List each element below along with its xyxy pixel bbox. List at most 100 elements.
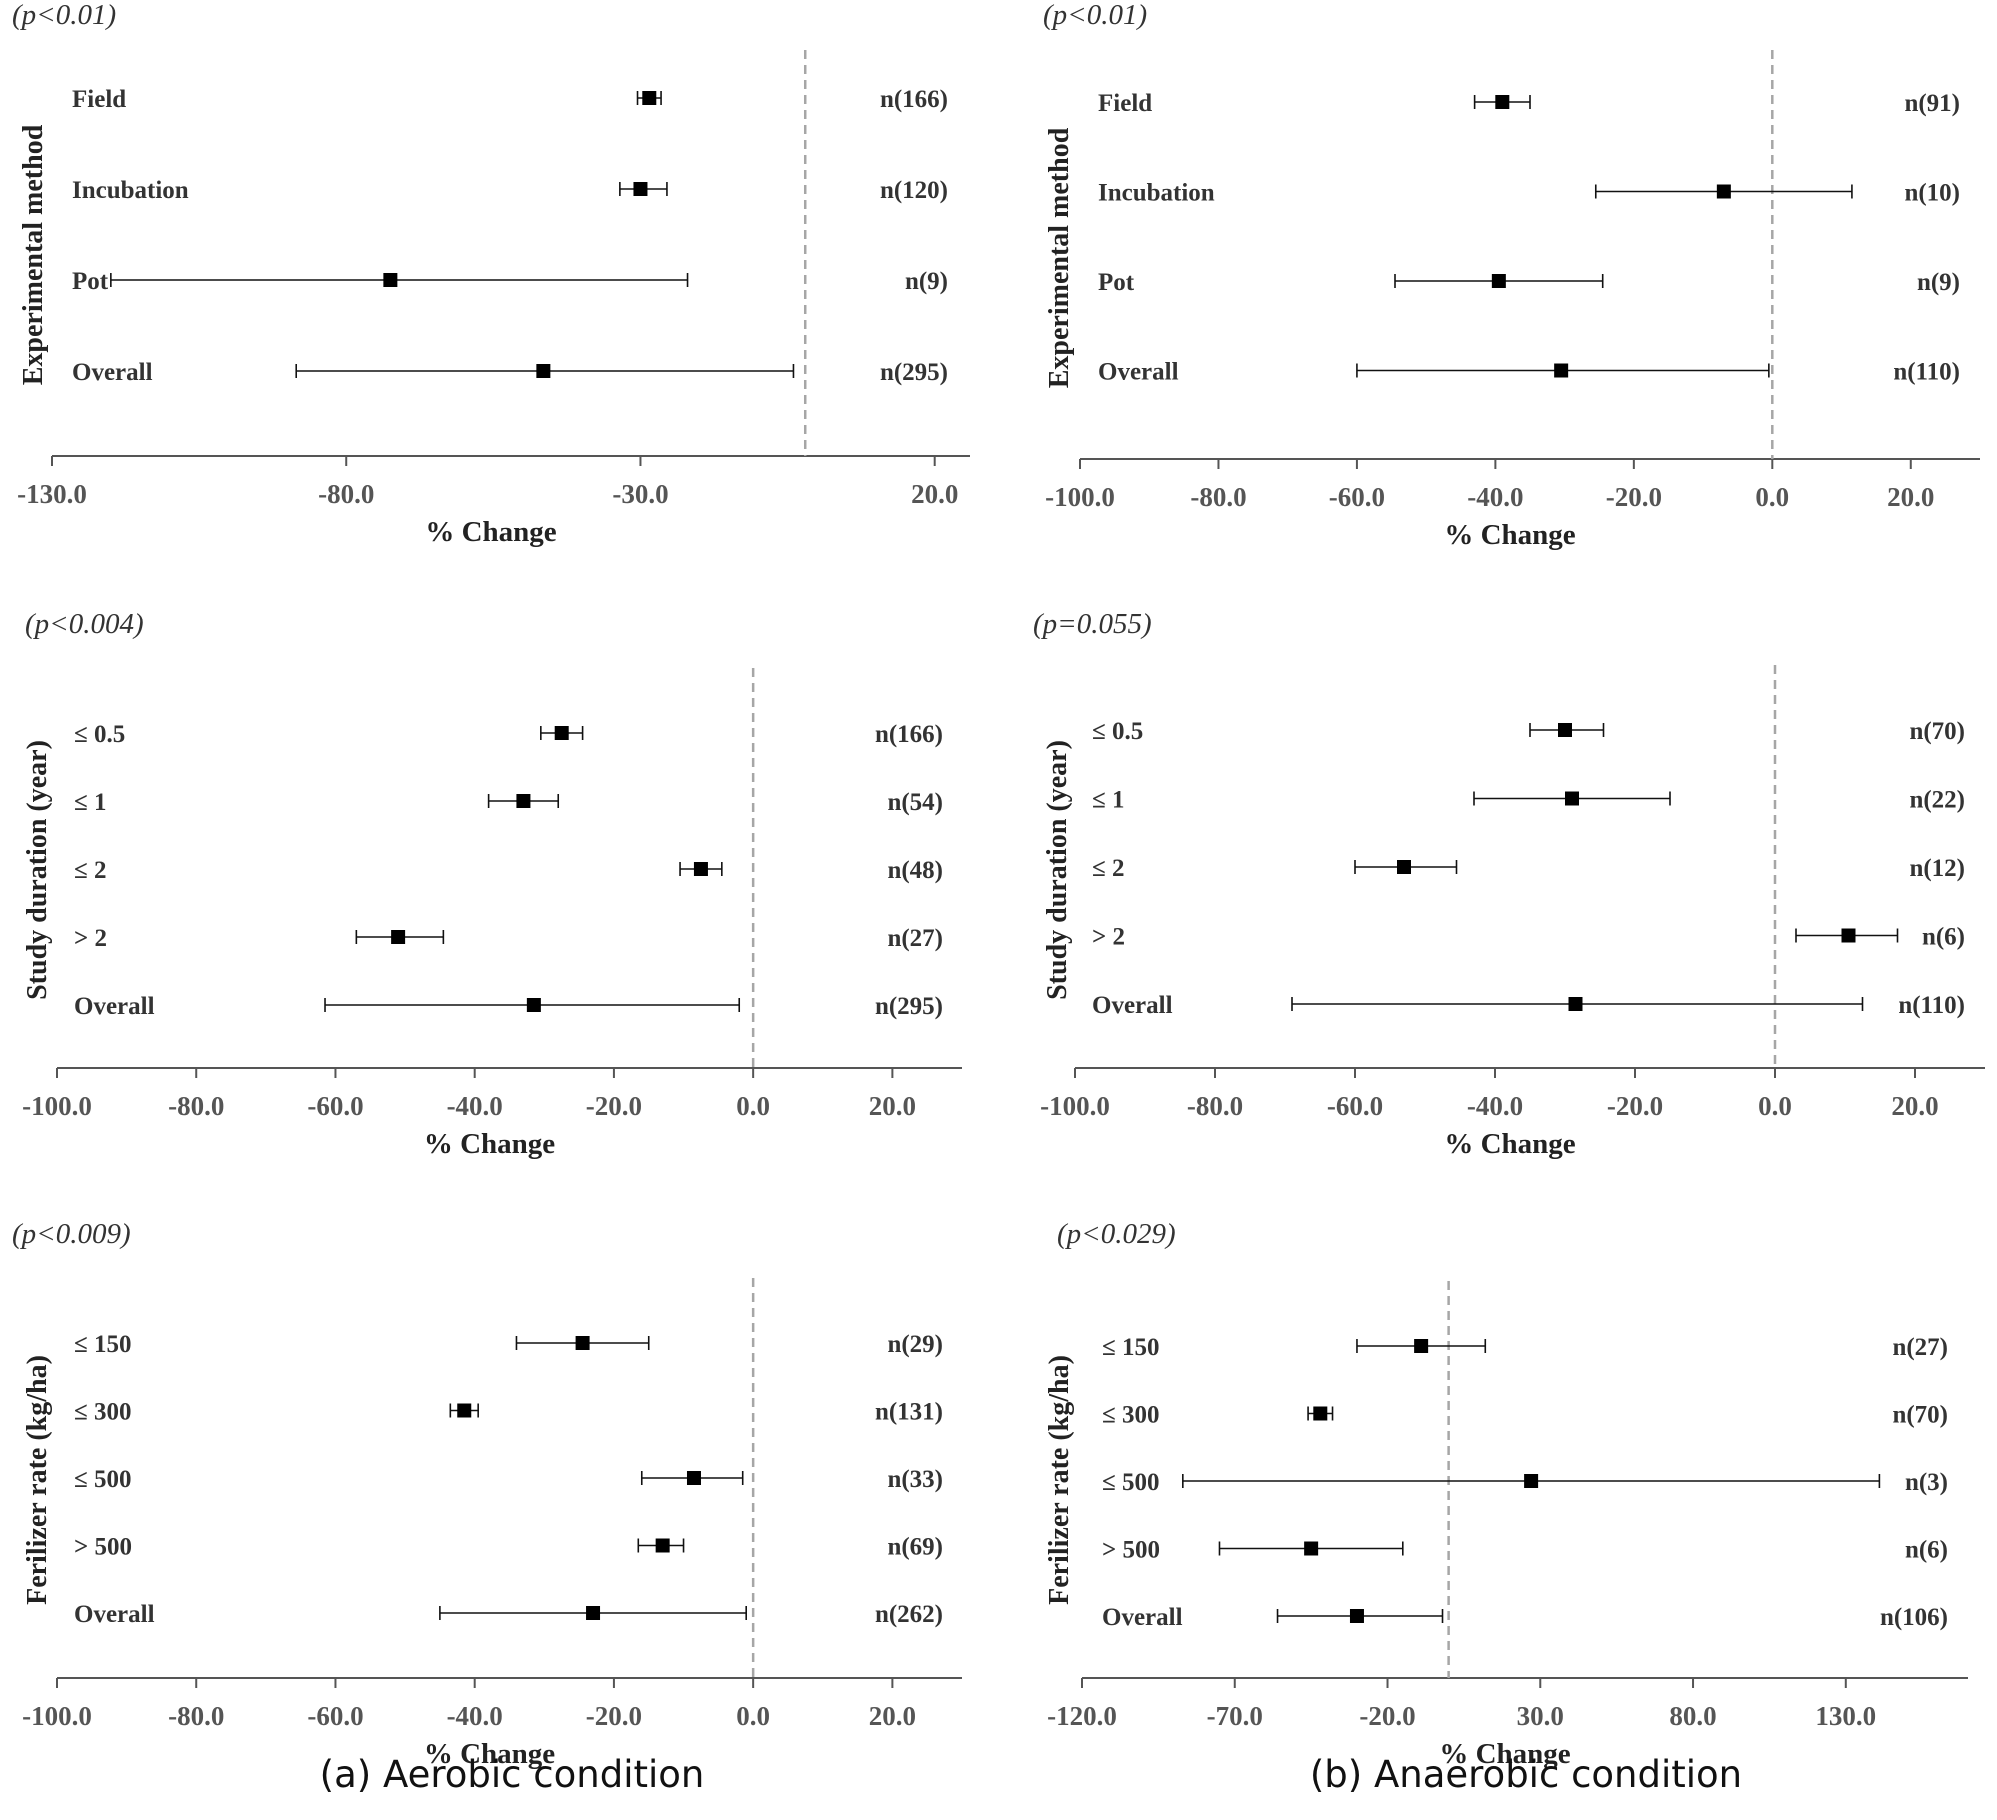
- y-axis-title: Ferilizer rate (kg/ha): [22, 1355, 53, 1605]
- x-tick-label: -20.0: [1359, 1701, 1415, 1731]
- effect-size-marker: [383, 273, 398, 287]
- x-tick-label: -80.0: [1190, 482, 1246, 512]
- caption-aerobic: (a) Aerobic condition: [320, 1753, 705, 1796]
- x-axis-title: % Change: [424, 1738, 555, 1770]
- y-axis-title: Experimental method: [1044, 127, 1075, 388]
- x-tick-label: -130.0: [17, 479, 87, 509]
- y-axis-title: Experimental method: [18, 124, 49, 385]
- effect-size-marker: [536, 364, 551, 378]
- caption-anaerobic: (b) Anaerobic condition: [1310, 1753, 1742, 1796]
- sample-size-label: n(48): [887, 857, 943, 884]
- effect-size-marker: [1841, 928, 1856, 943]
- x-tick-label: 20.0: [869, 1701, 916, 1731]
- x-tick-label: 0.0: [1755, 482, 1789, 512]
- sample-size-label: n(29): [887, 1331, 943, 1358]
- sample-size-label: n(166): [875, 721, 943, 748]
- row-label: ≤ 0.5: [74, 721, 125, 748]
- effect-size-marker: [586, 1606, 601, 1620]
- x-tick-label: -20.0: [1606, 482, 1662, 512]
- x-tick-label: -100.0: [22, 1701, 92, 1731]
- sample-size-label: n(3): [1905, 1469, 1948, 1496]
- row-label: ≤ 0.5: [1092, 718, 1143, 745]
- row-label: Overall: [1098, 359, 1179, 386]
- effect-size-marker: [686, 1471, 701, 1485]
- row-label: ≤ 150: [1102, 1334, 1159, 1361]
- effect-size-marker: [554, 726, 569, 740]
- row-label: Overall: [72, 359, 153, 386]
- x-axis-title: % Change: [1444, 519, 1575, 551]
- panel-aerobic-experimental-method: (p<0.01) -130.0 -80.0 -30.0 20.0 % Change Expe…: [12, 0, 970, 548]
- sample-size-label: n(295): [875, 993, 943, 1020]
- y-axis-title: Study duration (year): [22, 740, 53, 1000]
- x-tick-label: -20.0: [586, 1701, 642, 1731]
- row-label: ≤ 500: [1102, 1469, 1159, 1496]
- row-label: Pot: [72, 268, 109, 295]
- p-value-label: (p<0.004): [25, 608, 144, 640]
- x-tick-label: -40.0: [1467, 482, 1523, 512]
- effect-size-marker: [1495, 95, 1510, 109]
- effect-size-marker: [1565, 791, 1579, 806]
- effect-size-marker: [457, 1403, 472, 1418]
- y-axis-title: Study duration (year): [1042, 740, 1073, 1000]
- sample-size-label: n(22): [1909, 787, 1965, 814]
- row-label: > 2: [74, 925, 107, 952]
- sample-size-label: n(262): [875, 1601, 943, 1628]
- x-tick-label: -30.0: [612, 479, 668, 509]
- effect-size-marker: [516, 794, 531, 808]
- x-tick-label: -100.0: [1045, 482, 1115, 512]
- sample-size-label: n(295): [880, 359, 948, 386]
- effect-size-marker: [1554, 363, 1569, 378]
- row-label: Incubation: [72, 177, 189, 204]
- x-tick-label: -40.0: [447, 1091, 503, 1121]
- x-tick-label: -60.0: [1329, 482, 1385, 512]
- sample-size-label: n(10): [1904, 180, 1960, 207]
- sample-size-label: n(110): [1898, 992, 1965, 1019]
- sample-size-label: n(70): [1892, 1402, 1948, 1429]
- row-label: ≤ 150: [74, 1331, 131, 1358]
- row-label: > 500: [74, 1534, 132, 1561]
- sample-size-label: n(27): [1892, 1334, 1948, 1361]
- row-label: Pot: [1098, 269, 1135, 296]
- effect-size-marker: [642, 91, 657, 105]
- effect-size-marker: [1568, 997, 1583, 1011]
- effect-size-marker: [1716, 184, 1731, 199]
- panel-aerobic-study-duration: (p<0.004) -100.0 -80.0 -60.0 -40.0 -20.0 0.0 20…: [22, 608, 962, 1160]
- x-tick-label: -20.0: [586, 1091, 642, 1121]
- effect-size-marker: [633, 182, 648, 196]
- sample-size-label: n(166): [880, 86, 948, 113]
- effect-size-marker: [526, 998, 541, 1012]
- row-label: > 2: [1092, 924, 1125, 951]
- sample-size-label: n(9): [1917, 269, 1960, 296]
- effect-size-marker: [1524, 1474, 1539, 1488]
- row-label: Field: [72, 86, 126, 113]
- row-label: > 500: [1102, 1537, 1160, 1564]
- x-tick-label: -60.0: [307, 1701, 363, 1731]
- row-label: Incubation: [1098, 180, 1215, 207]
- panel-anaerobic-study-duration: (p=0.055) -100.0 -80.0 -60.0 -40.0 -20.0 0.0 20…: [1033, 608, 1985, 1160]
- effect-size-marker: [391, 930, 406, 944]
- x-tick-label: 20.0: [1891, 1091, 1938, 1121]
- sample-size-label: n(131): [875, 1399, 943, 1426]
- effect-size-marker: [1558, 723, 1572, 737]
- effect-size-marker: [1313, 1406, 1328, 1421]
- sample-size-label: n(6): [1905, 1537, 1948, 1564]
- row-label: ≤ 500: [74, 1466, 131, 1493]
- p-value-label: (p<0.009): [12, 1218, 131, 1250]
- row-label: Overall: [74, 993, 155, 1020]
- effect-size-marker: [1491, 274, 1506, 288]
- x-tick-label: 0.0: [736, 1091, 770, 1121]
- p-value-label: (p=0.055): [1033, 608, 1152, 640]
- sample-size-label: n(91): [1904, 90, 1960, 117]
- sample-size-label: n(12): [1909, 855, 1965, 882]
- x-tick-label: -80.0: [318, 479, 374, 509]
- effect-size-marker: [1397, 860, 1411, 874]
- sample-size-label: n(6): [1922, 924, 1965, 951]
- x-tick-label: -40.0: [447, 1701, 503, 1731]
- row-label: ≤ 300: [1102, 1402, 1159, 1429]
- x-tick-label: -80.0: [168, 1091, 224, 1121]
- row-label: ≤ 300: [74, 1399, 131, 1426]
- x-tick-label: -40.0: [1467, 1091, 1523, 1121]
- sample-size-label: n(27): [887, 925, 943, 952]
- x-tick-label: -70.0: [1207, 1701, 1263, 1731]
- row-label: Field: [1098, 90, 1152, 117]
